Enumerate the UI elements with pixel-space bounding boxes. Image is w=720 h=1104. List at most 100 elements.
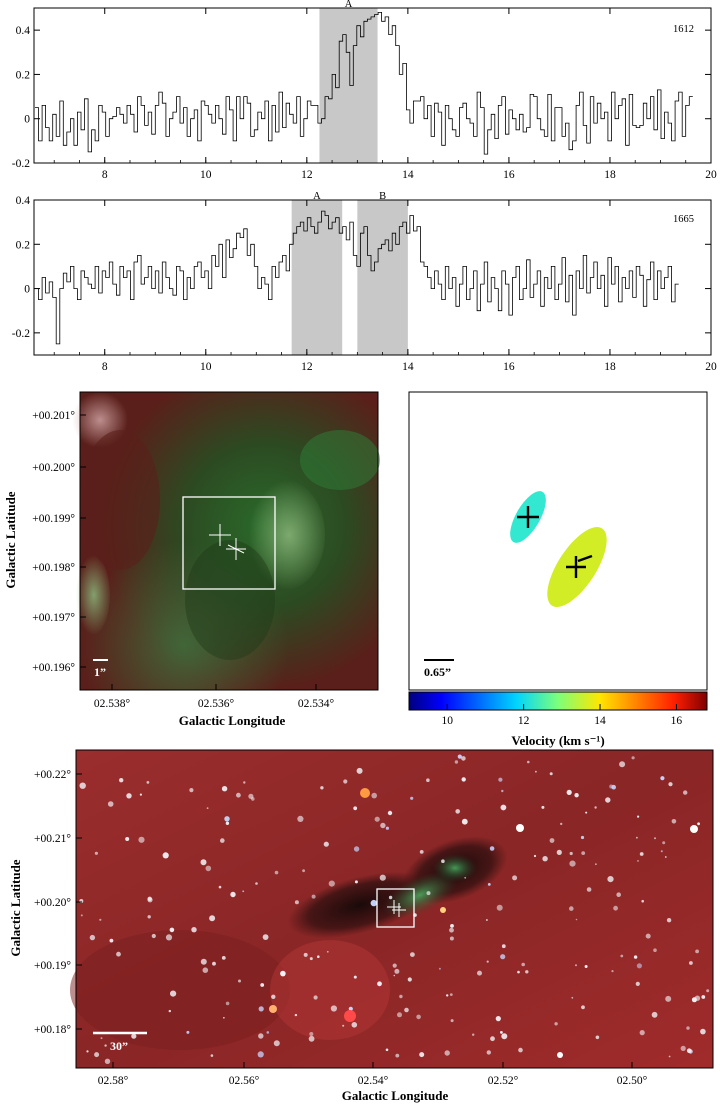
bright-star	[269, 1005, 277, 1013]
star	[230, 891, 236, 898]
star	[146, 781, 150, 784]
star	[517, 970, 520, 974]
star	[554, 1022, 558, 1026]
bright-star	[690, 825, 698, 833]
star	[585, 811, 588, 814]
x-tick-label: 18	[604, 169, 616, 181]
star	[660, 850, 663, 853]
star	[535, 770, 537, 773]
star	[525, 970, 529, 974]
star	[125, 837, 130, 841]
shaded-ranges	[291, 200, 408, 355]
star	[694, 995, 701, 1001]
zoom-region-box	[182, 496, 276, 590]
star	[486, 919, 488, 921]
colorbar-tick-label: 10	[441, 715, 453, 727]
colorbar-label: Velocity (km s⁻¹)	[511, 733, 604, 748]
star	[501, 944, 506, 949]
star	[613, 905, 618, 911]
star	[666, 918, 672, 923]
x-tick-label: 10	[200, 169, 212, 181]
image-zoom-panel: 1” 02.538° 02.536° 02.534° +00.201° +00.200…	[3, 391, 380, 728]
y-ticks: -0.2 0 0.2 0.4	[12, 195, 711, 340]
star	[549, 772, 553, 776]
star	[586, 887, 592, 892]
star	[575, 918, 578, 921]
star	[487, 883, 491, 886]
star	[501, 1033, 508, 1040]
star	[444, 1050, 450, 1056]
star	[242, 890, 245, 893]
star	[695, 949, 699, 954]
star	[449, 936, 454, 941]
star	[518, 1047, 523, 1053]
star	[580, 835, 585, 840]
star	[605, 797, 611, 803]
star	[595, 1035, 600, 1040]
star	[549, 838, 555, 843]
star	[200, 958, 207, 965]
y-tick-label: +00.22°	[34, 769, 71, 781]
star	[560, 822, 563, 826]
star	[620, 954, 624, 958]
colorbar-tick-label: 14	[594, 715, 606, 727]
star	[94, 851, 98, 855]
x-tick-label: 10	[200, 361, 212, 373]
star	[633, 955, 638, 959]
star	[700, 1028, 706, 1035]
x-tick-label: 16	[503, 361, 515, 373]
colorbar-tick-label: 12	[518, 715, 530, 727]
y-tick-label: +00.197°	[32, 612, 75, 624]
star	[455, 809, 461, 814]
star	[385, 826, 389, 830]
star	[202, 967, 209, 973]
x-tick-label: 14	[402, 169, 414, 181]
star	[635, 981, 640, 987]
star	[309, 957, 313, 961]
x-tick-label: 02.52°	[488, 1075, 519, 1087]
star	[186, 1030, 190, 1034]
star	[407, 977, 412, 982]
star	[303, 952, 308, 957]
star	[138, 836, 145, 843]
star	[426, 778, 430, 782]
y-tick-label: +00.200°	[32, 462, 75, 474]
star	[238, 979, 241, 983]
star	[616, 892, 621, 897]
y-tick-label: +00.199°	[32, 513, 75, 525]
star	[662, 841, 666, 845]
star	[569, 860, 576, 867]
shaded-range-a	[291, 200, 343, 355]
star	[668, 782, 673, 787]
star	[258, 1006, 264, 1012]
star	[86, 1050, 89, 1053]
star	[371, 792, 378, 799]
star	[311, 894, 316, 899]
line-label-1612: 1612	[673, 24, 694, 35]
star	[380, 822, 386, 829]
star-field	[79, 754, 710, 1065]
star	[320, 786, 324, 790]
star	[438, 967, 441, 970]
star	[686, 1026, 690, 1030]
x-axis-label: Galactic Longitude	[179, 713, 286, 728]
star	[255, 882, 258, 885]
star	[611, 784, 616, 790]
star	[399, 994, 403, 999]
plot-frame	[33, 7, 712, 164]
star	[611, 970, 614, 973]
bright-star	[557, 1052, 563, 1058]
maser-marker-icon	[209, 524, 246, 560]
bright-star	[440, 907, 446, 913]
star	[388, 895, 393, 900]
x-tick-label: 02.538°	[94, 698, 131, 710]
star	[500, 804, 507, 811]
star	[223, 1017, 225, 1019]
star	[490, 1036, 495, 1042]
star	[294, 900, 299, 905]
star	[356, 767, 363, 774]
star	[449, 927, 454, 933]
star	[262, 934, 269, 940]
star	[664, 856, 667, 858]
